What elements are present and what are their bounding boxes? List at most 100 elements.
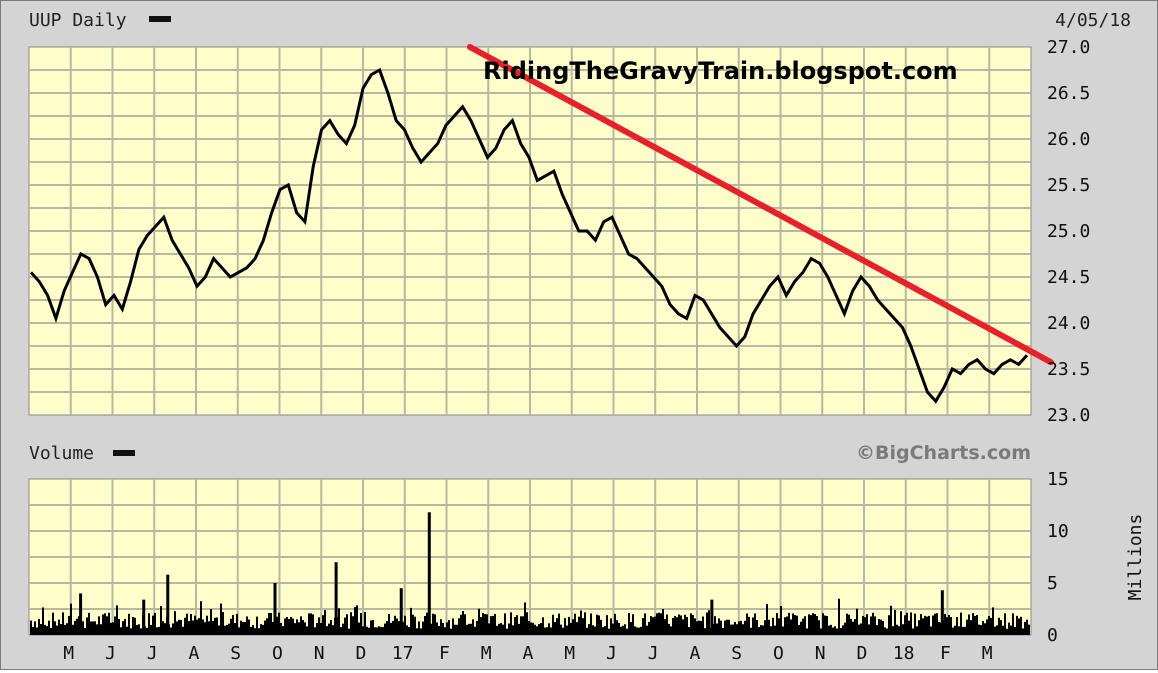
volume-bar [364,611,366,635]
volume-bar [564,618,566,635]
volume-bar [350,612,352,635]
x-tick-label: S [731,643,742,664]
volume-bar [772,617,774,635]
volume-bar [530,622,532,635]
volume-bar [576,622,578,635]
volume-bar [256,616,258,635]
volume-bar [196,619,198,635]
price-y-tick: 23.5 [1047,359,1090,380]
volume-bar [174,611,176,635]
volume-bar [954,625,956,635]
volume-bar [216,617,218,635]
volume-bar [348,628,350,635]
volume-spike [142,599,146,635]
volume-bar [170,627,172,635]
volume-bar [240,620,242,635]
volume-bar [466,624,468,635]
price-y-tick: 25.5 [1047,175,1090,196]
volume-bar [172,623,174,635]
volume-bar [594,626,596,635]
volume-bar [690,613,692,635]
volume-bar [650,616,652,635]
volume-bar [556,618,558,635]
volume-bar [478,608,480,635]
volume-bar [282,626,284,635]
volume-y-ticks: 15 10 5 0 [1047,469,1069,646]
volume-bar [354,607,356,635]
volume-bar [902,624,904,635]
volume-bar [694,618,696,635]
volume-bar [824,615,826,635]
volume-bar [904,615,906,635]
volume-bar [500,623,502,635]
volume-bar [404,615,406,635]
volume-bar [408,627,410,635]
volume-bar [714,616,716,635]
volume-spike [427,512,431,635]
volume-bar [338,608,340,635]
volume-bar [874,616,876,635]
volume-bar [580,610,582,635]
volume-bar [230,618,232,635]
volume-bar [68,615,70,635]
volume-bar [394,615,396,635]
volume-y-tick: 5 [1047,573,1058,594]
volume-bar [398,621,400,635]
volume-bar [1028,624,1030,635]
volume-bar [326,626,328,635]
volume-bar [158,626,160,635]
volume-bar [578,616,580,635]
volume-bar [324,610,326,635]
volume-bar [152,615,154,635]
volume-bar [1008,622,1010,635]
volume-bar [328,623,330,635]
volume-bar [918,620,920,635]
volume-bar [298,622,300,635]
volume-bar [528,620,530,635]
volume-bar [310,613,312,635]
volume-bar [116,605,118,635]
volume-bar [50,627,52,635]
volume-bar [122,621,124,635]
volume-bar [810,615,812,635]
volume-bar [732,624,734,635]
volume-bar [520,616,522,635]
volume-bar [424,616,426,635]
volume-bar [604,626,606,635]
volume-bar [46,626,48,635]
volume-bar [802,618,804,635]
volume-bar [286,616,288,635]
volume-bar [190,614,192,635]
volume-bar [984,623,986,635]
volume-bar [180,619,182,635]
volume-bar [288,619,290,635]
volume-bar [894,609,896,635]
volume-spike [166,574,170,635]
x-tick-label: J [648,643,659,664]
volume-bar [284,618,286,635]
volume-spike [273,583,277,635]
volume-bar [374,627,376,635]
volume-bar [598,615,600,635]
volume-bar [804,616,806,635]
volume-bar [856,608,858,635]
volume-bar [470,623,472,635]
volume-bar [612,623,614,635]
volume-bar [498,623,500,635]
volume-bar [250,627,252,635]
volume-bar [456,624,458,635]
volume-bar [60,624,62,635]
volume-bar [838,598,840,635]
price-y-tick: 24.0 [1047,313,1090,334]
volume-bar [808,614,810,635]
volume-bar [740,620,742,635]
volume-bar [40,624,42,635]
volume-bar [372,619,374,635]
volume-bar [986,619,988,635]
volume-bar [786,616,788,635]
volume-bar [434,614,436,635]
volume-bar [952,627,954,635]
volume-bar [504,613,506,635]
volume-bar [770,626,772,635]
